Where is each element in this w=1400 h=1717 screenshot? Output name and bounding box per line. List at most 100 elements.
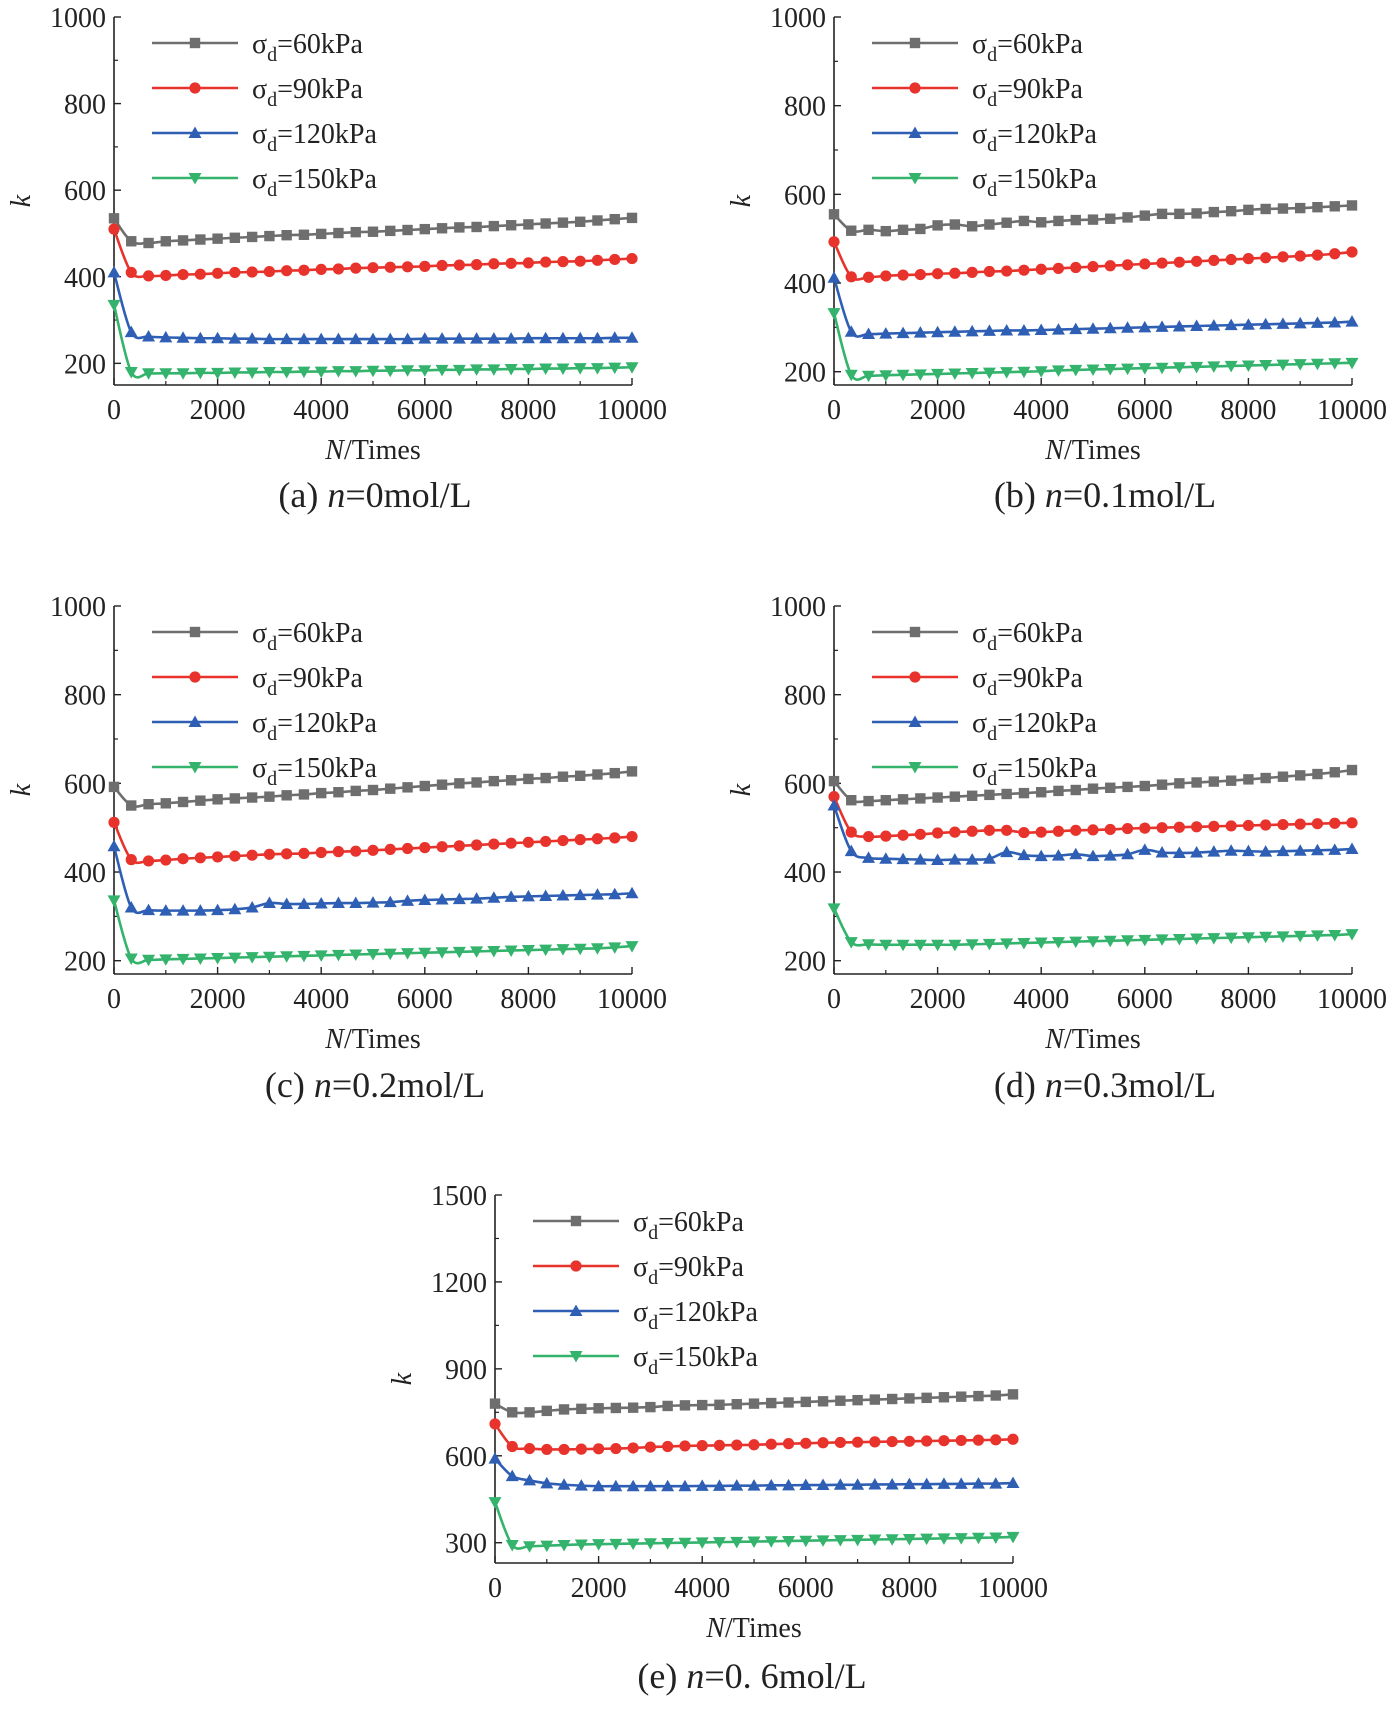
series-1 bbox=[828, 791, 1358, 843]
data-point bbox=[852, 1436, 864, 1448]
data-point bbox=[955, 1434, 967, 1447]
data-point bbox=[679, 1440, 691, 1452]
data-point bbox=[331, 949, 345, 962]
data-point bbox=[1018, 787, 1030, 799]
data-point bbox=[124, 367, 138, 379]
data-point bbox=[126, 800, 137, 811]
data-point bbox=[281, 848, 293, 860]
data-point bbox=[160, 236, 171, 247]
data-point bbox=[142, 855, 155, 867]
data-point bbox=[862, 830, 875, 843]
legend-sub: d bbox=[267, 179, 277, 201]
data-point bbox=[108, 213, 120, 224]
legend-sub: d bbox=[267, 723, 277, 745]
data-point bbox=[984, 219, 995, 230]
data-point bbox=[1174, 778, 1185, 789]
data-point bbox=[245, 952, 259, 964]
data-point bbox=[1034, 937, 1048, 950]
data-point bbox=[314, 366, 328, 379]
data-point bbox=[1294, 250, 1306, 262]
data-point bbox=[349, 366, 363, 378]
data-point bbox=[937, 1477, 951, 1489]
data-point bbox=[783, 1397, 794, 1408]
legend-rest: =90kPa bbox=[658, 1252, 744, 1283]
data-point bbox=[593, 1443, 605, 1455]
series-2 bbox=[107, 265, 639, 345]
data-point bbox=[902, 1477, 916, 1490]
data-point bbox=[608, 331, 622, 343]
data-point bbox=[591, 254, 604, 266]
legend-marker bbox=[188, 762, 202, 774]
x-tick-label: 10000 bbox=[1317, 395, 1387, 426]
data-point bbox=[1051, 849, 1065, 861]
data-point bbox=[297, 950, 311, 963]
data-point bbox=[402, 224, 413, 236]
data-point bbox=[436, 223, 448, 234]
data-point bbox=[662, 1440, 674, 1453]
data-point bbox=[487, 332, 501, 344]
legend-rest: =120kPa bbox=[997, 119, 1097, 150]
data-point bbox=[938, 1392, 950, 1403]
data-point bbox=[418, 365, 432, 377]
data-point bbox=[590, 888, 604, 900]
data-point bbox=[212, 233, 223, 244]
legend-marker bbox=[188, 715, 202, 727]
y-tick-label: 400 bbox=[64, 263, 106, 294]
data-point bbox=[869, 1394, 881, 1405]
data-point bbox=[712, 1479, 726, 1491]
legend-marker bbox=[569, 1351, 583, 1363]
data-point bbox=[1122, 212, 1133, 223]
x-tick-label: 6000 bbox=[778, 1573, 834, 1604]
legend-label: σd=90kPa bbox=[972, 663, 1083, 700]
data-point bbox=[523, 773, 534, 785]
data-point bbox=[262, 951, 276, 964]
data-point bbox=[159, 330, 173, 343]
data-point bbox=[626, 252, 638, 265]
series-0 bbox=[828, 764, 1358, 807]
data-point bbox=[1277, 771, 1289, 782]
legend-entry: σd=150kPa bbox=[152, 753, 377, 790]
data-point bbox=[956, 1391, 967, 1402]
data-point bbox=[558, 1443, 570, 1456]
data-point bbox=[522, 257, 535, 269]
data-point bbox=[965, 324, 979, 337]
x-axis-label: N/Times bbox=[1044, 1024, 1140, 1055]
data-point bbox=[931, 325, 945, 338]
series-line bbox=[112, 272, 633, 341]
legend-entry: σd=120kPa bbox=[152, 119, 377, 156]
data-point bbox=[452, 946, 466, 959]
data-point bbox=[539, 331, 553, 344]
y-tick-label: 400 bbox=[784, 269, 826, 300]
data-point bbox=[827, 903, 841, 915]
data-point bbox=[625, 941, 639, 953]
data-point bbox=[1208, 776, 1220, 787]
data-point bbox=[712, 1537, 726, 1549]
data-point bbox=[246, 792, 258, 803]
data-point bbox=[228, 902, 242, 915]
data-point bbox=[896, 852, 910, 865]
data-point bbox=[1053, 785, 1064, 797]
data-point bbox=[845, 271, 857, 283]
data-point bbox=[938, 1435, 950, 1447]
series-3 bbox=[488, 1497, 1020, 1553]
legend-sym: σ bbox=[252, 74, 267, 105]
data-point bbox=[1007, 1389, 1019, 1400]
legend-label: σd=90kPa bbox=[972, 74, 1083, 111]
data-point bbox=[504, 945, 518, 958]
data-point bbox=[1190, 933, 1204, 946]
y-tick-label: 1200 bbox=[431, 1268, 487, 1299]
data-point bbox=[211, 903, 225, 916]
x-axis-label-var: N bbox=[1044, 435, 1065, 466]
data-point bbox=[1190, 319, 1204, 332]
data-point bbox=[194, 268, 206, 280]
data-point bbox=[609, 832, 621, 844]
y-axis-label: k bbox=[387, 1372, 418, 1385]
data-point bbox=[1017, 937, 1031, 950]
data-point bbox=[385, 225, 396, 237]
legend-sym: σ bbox=[633, 1207, 648, 1238]
data-point bbox=[1087, 214, 1099, 225]
data-point bbox=[731, 1439, 743, 1451]
data-point bbox=[863, 795, 874, 807]
x-tick-label: 10000 bbox=[978, 1573, 1048, 1604]
data-point bbox=[862, 327, 876, 340]
